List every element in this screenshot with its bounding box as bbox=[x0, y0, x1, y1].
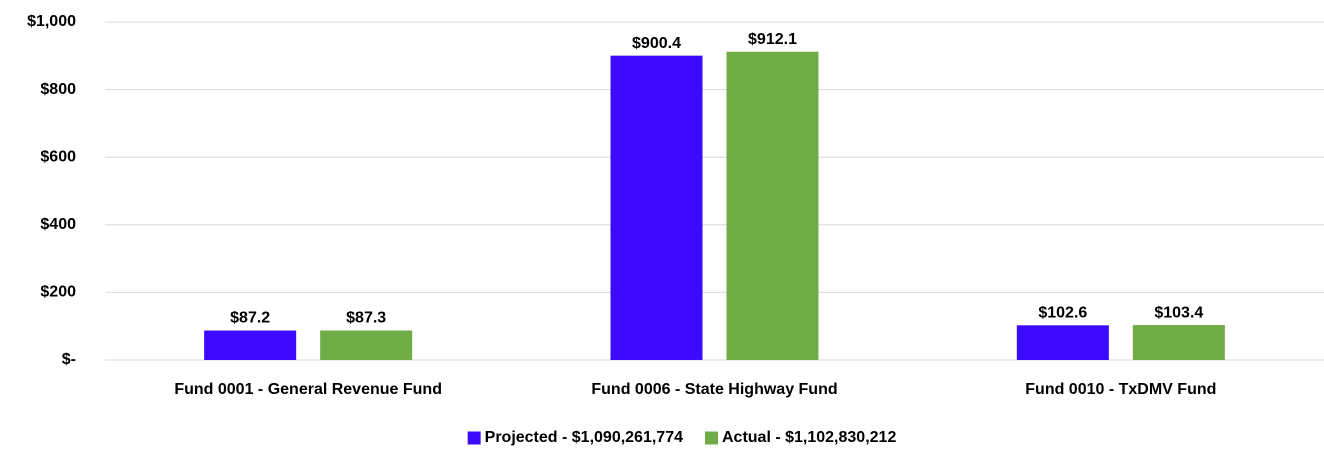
x-tick-label: Fund 0010 - TxDMV Fund bbox=[1025, 381, 1216, 398]
y-tick-label: $800 bbox=[40, 81, 76, 98]
bar bbox=[1132, 325, 1225, 360]
y-tick-label: $600 bbox=[40, 148, 76, 165]
value-label: $87.3 bbox=[346, 310, 386, 327]
legend-swatch bbox=[467, 431, 481, 445]
value-label: $912.1 bbox=[748, 31, 797, 48]
bar bbox=[726, 51, 819, 360]
value-label: $87.2 bbox=[230, 310, 270, 327]
y-tick-label: $- bbox=[62, 351, 76, 368]
y-tick-label: $400 bbox=[40, 216, 76, 233]
value-label: $102.6 bbox=[1038, 305, 1087, 322]
bar bbox=[320, 330, 413, 360]
x-tick-label: Fund 0006 - State Highway Fund bbox=[591, 381, 837, 398]
bar bbox=[204, 330, 297, 360]
bar bbox=[610, 55, 703, 361]
value-label: $900.4 bbox=[632, 35, 681, 52]
legend-label: Actual - $1,102,830,212 bbox=[722, 429, 896, 446]
y-tick-label: $1,000 bbox=[27, 13, 76, 30]
x-tick-label: Fund 0001 - General Revenue Fund bbox=[174, 381, 442, 398]
bar bbox=[1016, 325, 1109, 360]
y-tick-label: $200 bbox=[40, 284, 76, 301]
value-label: $103.4 bbox=[1154, 304, 1203, 321]
legend-item: Actual - $1,102,830,212 bbox=[705, 429, 896, 446]
legend-label: Projected - $1,090,261,774 bbox=[485, 429, 683, 446]
legend-item: Projected - $1,090,261,774 bbox=[467, 429, 683, 446]
legend-swatch bbox=[705, 431, 719, 445]
